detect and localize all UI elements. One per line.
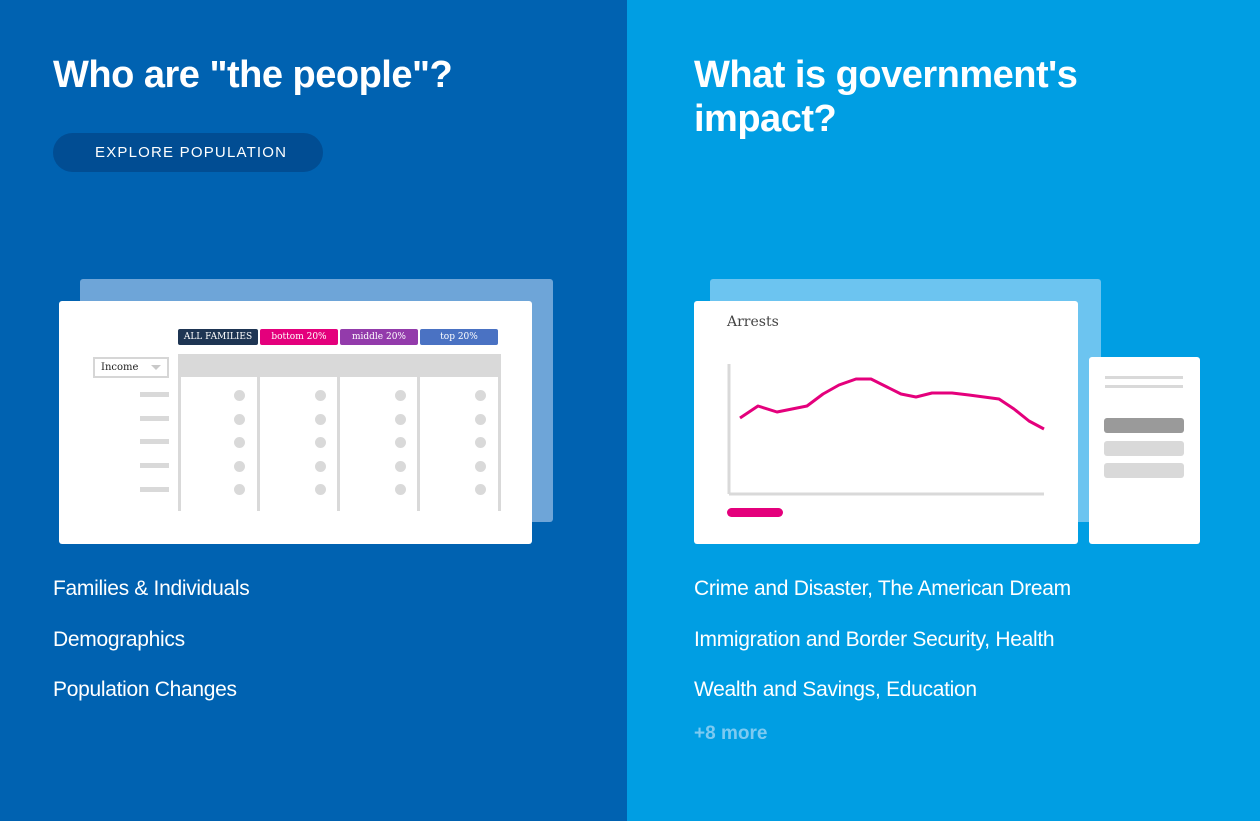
population-table-illustration: ALL FAMILIES bottom 20% middle 20% top 2… (59, 301, 532, 544)
list-item: Crime and Disaster, The American Dream (694, 574, 1071, 625)
side-panel-bar (1104, 463, 1184, 478)
topic-link-wealth-education[interactable]: Wealth and Savings, Education (694, 678, 977, 701)
table-header (178, 354, 501, 377)
table-row-label (140, 463, 169, 468)
list-item: Wealth and Savings, Education (694, 675, 1071, 726)
population-topic-list: Families & Individuals Demographics Popu… (53, 574, 250, 726)
chart-title: Arrests (727, 314, 779, 330)
table-row-label (140, 416, 169, 421)
list-item: Immigration and Border Security, Health (694, 625, 1071, 676)
table-cell-dot (234, 414, 245, 425)
tag-bottom-20: bottom 20% (260, 329, 338, 345)
more-topics-link[interactable]: +8 more (694, 723, 768, 744)
table-cell-dot (234, 390, 245, 401)
table-cell-dot (234, 437, 245, 448)
topic-link-immigration-health[interactable]: Immigration and Border Security, Health (694, 627, 1055, 651)
table-cell-dot (395, 484, 406, 495)
chevron-down-icon (151, 365, 161, 370)
tag-middle-20: middle 20% (340, 329, 418, 345)
table-cell-dot (234, 461, 245, 472)
population-heading: Who are "the people"? (53, 54, 453, 96)
impact-topic-list: Crime and Disaster, The American Dream I… (694, 574, 1071, 726)
table-cell-dot (315, 390, 326, 401)
table-column-divider (417, 377, 420, 511)
table-cell-dot (234, 484, 245, 495)
table-column-divider (498, 377, 501, 511)
explore-population-button[interactable]: EXPLORE POPULATION (53, 133, 323, 172)
side-panel-line (1105, 385, 1183, 388)
table-cell-dot (475, 390, 486, 401)
table-cell-dot (395, 414, 406, 425)
table-cell-dot (395, 437, 406, 448)
table-cell-dot (315, 437, 326, 448)
table-column-divider (337, 377, 340, 511)
list-item: Population Changes (53, 675, 249, 726)
income-select: Income (93, 357, 169, 378)
table-cell-dot (395, 390, 406, 401)
side-panel-illustration (1089, 357, 1200, 544)
table-cell-dot (475, 461, 486, 472)
government-impact-panel: What is government's impact? Arrests Cri… (627, 0, 1260, 821)
side-panel-bar (1104, 441, 1184, 456)
table-cell-dot (315, 414, 326, 425)
topic-link-crime-american-dream[interactable]: Crime and Disaster, The American Dream (694, 577, 1071, 600)
population-panel: Who are "the people"? EXPLORE POPULATION… (0, 0, 627, 821)
impact-heading: What is government's impact? (694, 54, 1078, 140)
chart-line (739, 377, 1045, 431)
table-column-divider (257, 377, 260, 511)
topic-link-demographics[interactable]: Demographics (53, 627, 185, 651)
topic-link-population-changes[interactable]: Population Changes (53, 678, 237, 701)
tag-all-families: ALL FAMILIES (178, 329, 258, 345)
table-row-label (140, 392, 169, 397)
side-panel-line (1105, 376, 1183, 379)
list-item: Demographics (53, 625, 249, 676)
table-column-divider (178, 377, 181, 511)
table-cell-dot (475, 414, 486, 425)
table-cell-dot (475, 484, 486, 495)
income-select-value: Income (101, 362, 139, 373)
arrests-chart-illustration: Arrests (694, 301, 1078, 544)
line-chart-graphic (727, 364, 1045, 517)
table-cell-dot (395, 461, 406, 472)
table-cell-dot (315, 461, 326, 472)
table-row-label (140, 439, 169, 444)
tag-top-20: top 20% (420, 329, 498, 345)
list-item: Families & Individuals (53, 574, 250, 625)
chart-legend-swatch (727, 508, 783, 517)
table-cell-dot (475, 437, 486, 448)
side-panel-bar (1104, 418, 1184, 433)
table-row-label (140, 487, 169, 492)
table-cell-dot (315, 484, 326, 495)
topic-link-families-individuals[interactable]: Families & Individuals (53, 577, 250, 600)
